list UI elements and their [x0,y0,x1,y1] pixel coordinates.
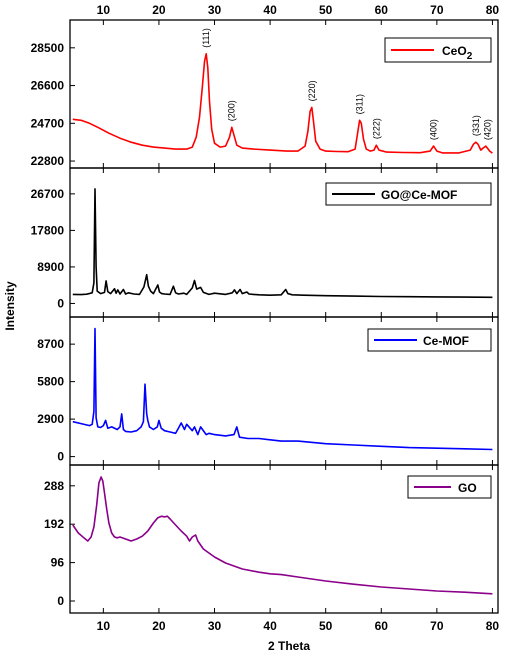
y-ticks: 0 8900 17800 26700 [31,187,75,310]
y-tick-label: 28500 [31,41,65,55]
x-tick-label: 60 [375,619,389,633]
panel-go-ce-mof: 0 8900 17800 26700 GO@Ce-MOF [31,167,499,318]
series-line [72,327,493,451]
series-line [72,52,493,154]
legend-go: GO [407,475,492,499]
x-axis-label: 2 Theta [268,639,310,653]
panel-ceo2: 22800 24700 26600 28500 (111) (200) (220) (311… [31,19,499,169]
series-go [72,476,493,595]
series-ceo2 [72,52,493,154]
legend-label: CeO2 [442,44,473,62]
series-line [72,476,493,595]
y-tick-label: 26600 [31,79,65,93]
peak-label: (222) [371,118,381,139]
panel-ce-mof: 0 2900 5800 8700 Ce-MOF [37,316,499,466]
x-tick-label: 30 [208,619,222,633]
peak-label: (111) [201,28,211,48]
legend-label: Ce-MOF [423,334,469,348]
peak-label: (220) [307,80,317,101]
legend-box [325,182,492,206]
x-tick-label: 70 [430,3,444,17]
x-tick-label: 50 [319,3,333,17]
y-ticks: 22800 24700 26600 28500 [31,41,75,168]
x-tick-label: 50 [319,619,333,633]
x-tick-label: 10 [97,3,111,17]
y-tick-label: 26700 [31,187,65,201]
panel-frame [69,464,499,614]
peak-label: (331) [471,115,481,136]
y-tick-label: 288 [44,479,64,493]
x-tick-label: 30 [208,3,222,17]
y-tick-label: 24700 [31,116,65,130]
legend-ceo2: CeO2 [384,37,492,63]
y-ticks: 0 96 192 288 [44,479,75,608]
peak-annotations: (111) (200) (220) (311) (222) (400) (331) (420) [201,28,492,140]
peak-label: (200) [227,100,237,121]
y-axis-label: Intensity [3,281,17,331]
y-tick-label: 8900 [37,260,64,274]
x-tick-label: 80 [486,3,500,17]
x-tick-label: 10 [97,619,111,633]
series-line [72,188,493,299]
peak-label: (311) [355,94,365,114]
y-tick-label: 0 [57,296,64,310]
x-tick-label: 80 [486,619,500,633]
x-tick-label: 40 [263,3,277,17]
y-tick-label: 8700 [37,337,64,351]
y-tick-label: 22800 [31,154,65,168]
peak-label: (400) [429,119,439,140]
legend-ce-mof: Ce-MOF [367,328,492,352]
y-tick-label: 0 [57,594,64,608]
legend-go-ce-mof: GO@Ce-MOF [325,182,492,206]
series-go-ce-mof [72,188,493,299]
y-tick-label: 2900 [37,412,64,426]
x-tick-label: 20 [152,619,166,633]
legend-label: GO [458,481,477,495]
top-x-tick-labels: 10 20 30 40 50 60 70 80 [97,3,500,613]
legend-label: GO@Ce-MOF [381,188,457,202]
series-ce-mof [72,327,493,451]
x-tick-label: 60 [375,3,389,17]
x-tick-label: 70 [430,619,444,633]
y-tick-label: 96 [51,556,65,570]
panel-go: 0 96 192 288 GO [44,464,499,614]
y-tick-label: 0 [57,450,64,464]
legend-box [367,328,492,352]
x-tick-label: 40 [263,619,277,633]
y-tick-label: 17800 [31,223,65,237]
bottom-x-tick-labels: 10 20 30 40 50 60 70 80 [97,619,500,633]
y-ticks: 0 2900 5800 8700 [37,337,75,464]
y-tick-label: 5800 [37,375,64,389]
x-tick-label: 20 [152,3,166,17]
peak-label: (420) [482,119,492,140]
y-tick-label: 192 [44,517,64,531]
